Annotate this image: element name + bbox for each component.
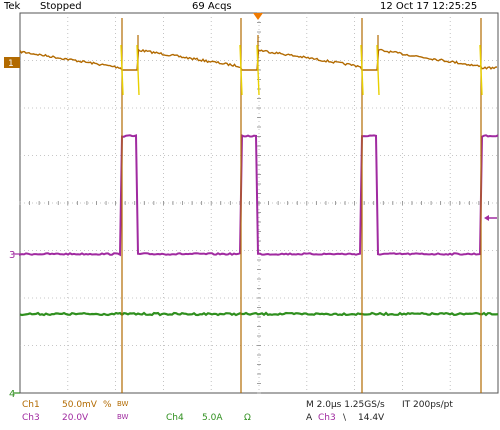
trigger-mode: A [306, 413, 313, 423]
ch3-scale[interactable]: 20.0V [62, 413, 89, 423]
ch1-ringing [120, 44, 124, 96]
ch1-ringing [239, 44, 243, 96]
ch1-label[interactable]: Ch1 [22, 400, 40, 410]
ch4-unit: Ω [244, 413, 251, 423]
graticule-grid [19, 12, 498, 394]
ch1-ringing [256, 44, 260, 96]
run-state: Stopped [40, 1, 82, 12]
ch1-marker[interactable]: 1 [4, 57, 20, 69]
brand-label: Tek [4, 1, 21, 12]
ch1-ringing [136, 44, 140, 96]
ch4-trace [19, 311, 499, 317]
ch1-ringing [479, 44, 483, 96]
trigger-level-marker[interactable] [484, 215, 497, 221]
ch1-ringing [360, 44, 364, 96]
trigger-level[interactable]: 14.4V [358, 413, 385, 423]
ch4-scale[interactable]: 5.0A [202, 413, 223, 423]
ch1-switching-spikes [120, 18, 483, 393]
ch1-scale[interactable]: 50.0mV [62, 400, 97, 410]
record-resolution: IT 200ps/pt [402, 400, 453, 410]
ch3-marker[interactable]: 3 [9, 250, 15, 261]
trigger-slope-icon[interactable]: \ [343, 413, 347, 423]
date-time: 12 Oct 17 12:25:25 [380, 1, 478, 12]
ch1-coupling: % [103, 400, 112, 410]
ch4-label[interactable]: Ch4 [166, 413, 184, 423]
trigger-position-marker [253, 13, 263, 20]
ch3-trace [19, 133, 499, 257]
ch3-label[interactable]: Ch3 [22, 413, 40, 423]
ch3-bandwidth-limit: BW [117, 413, 129, 421]
acquisition-count: 69 Acqs [192, 1, 232, 12]
timebase-readout[interactable]: M 2.0µs 1.25GS/s [306, 400, 385, 410]
ch1-ringing [376, 44, 380, 96]
ch1-bandwidth-limit: BW [117, 400, 129, 408]
status-bar: Tek Stopped 69 Acqs 12 Oct 17 12:25:25 [0, 0, 500, 14]
ch4-marker[interactable]: 4 [9, 389, 15, 400]
ch1-marker-label: 1 [8, 59, 14, 69]
trigger-source[interactable]: Ch3 [318, 413, 336, 423]
